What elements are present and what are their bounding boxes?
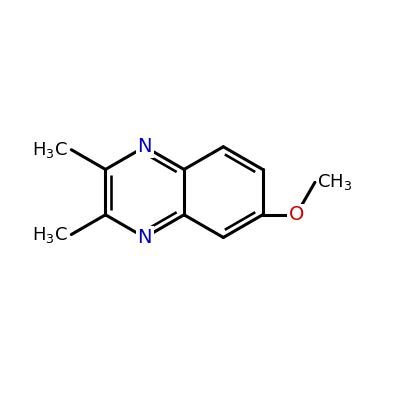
Text: CH$_3$: CH$_3$: [317, 172, 352, 192]
Text: H$_3$C: H$_3$C: [32, 140, 68, 160]
Text: H$_3$C: H$_3$C: [32, 224, 68, 244]
Text: N: N: [138, 228, 152, 247]
Text: N: N: [138, 137, 152, 156]
Text: O: O: [288, 205, 304, 224]
